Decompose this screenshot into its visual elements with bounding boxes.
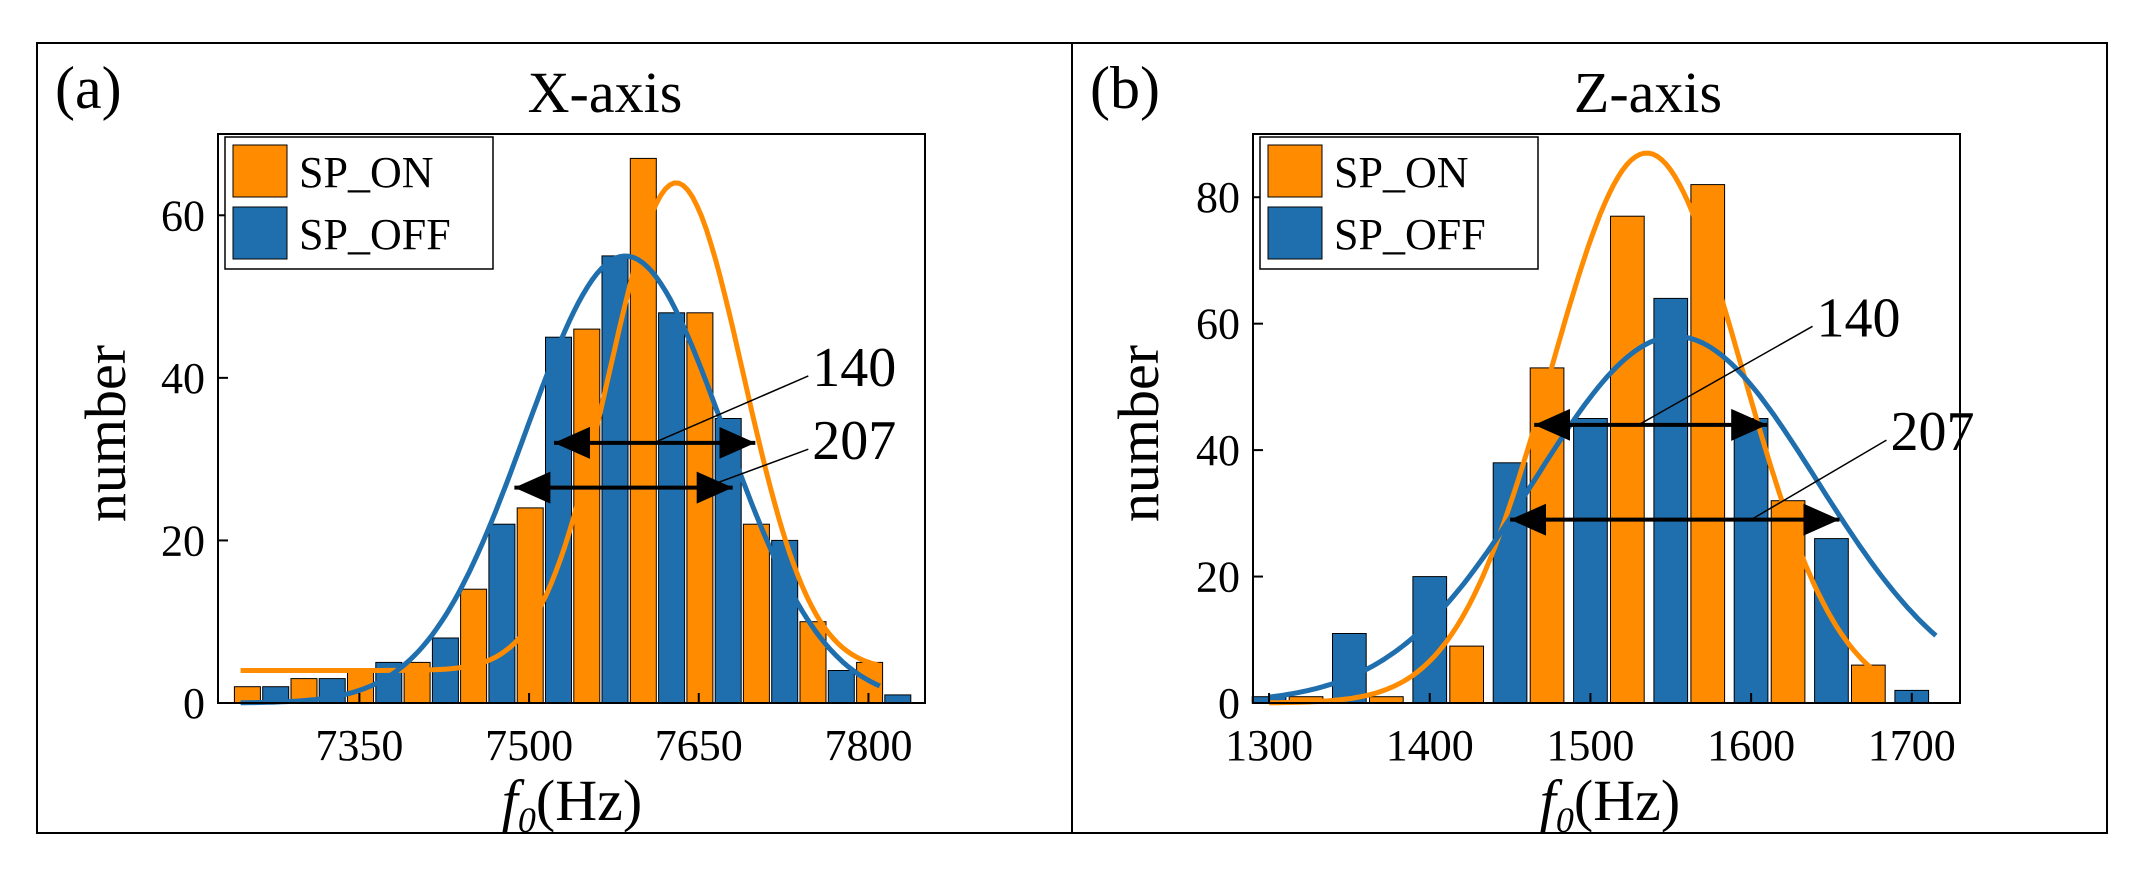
bar-sp-on-7 [1851, 664, 1886, 704]
chart-title: X-axis [528, 60, 683, 125]
annotation-label-140: 140 [1817, 287, 1901, 349]
bar-sp-on-5 [516, 507, 544, 704]
bar-sp-off-4 [1573, 418, 1608, 704]
bar-sp-off-4 [488, 523, 516, 704]
bar-sp-on-6 [573, 328, 601, 704]
bar-sp-off-10 [827, 670, 855, 704]
x-axis-label-unit: (Hz) [536, 768, 642, 833]
y-tick-label: 40 [1196, 426, 1240, 475]
bar-sp-on-9 [742, 523, 770, 704]
y-axis-label: number [73, 345, 138, 522]
bar-sp-off-6 [601, 255, 629, 704]
fit-curve-sp-on [1269, 150, 1882, 706]
x-tick-label: 1400 [1386, 721, 1474, 770]
y-axis-label: number [1106, 345, 1171, 522]
y-tick-label: 0 [183, 679, 205, 728]
x-axis-label-subscript: 0 [518, 800, 536, 840]
fit-curve-sp-on [240, 180, 881, 673]
bar-sp-off-7 [658, 312, 686, 704]
bar-sp-off-5 [1653, 297, 1689, 704]
x-tick-label: 1500 [1546, 721, 1634, 770]
fit-curve-sp-off [1268, 333, 1938, 700]
x-tick-label: 7500 [485, 721, 573, 770]
bar-sp-off-1 [1332, 633, 1367, 704]
bar-sp-on-4 [1610, 215, 1645, 704]
x-axis-label-subscript: 0 [1556, 800, 1574, 840]
legend-swatch-sp-on [232, 144, 288, 198]
bar-sp-on-6 [1770, 500, 1806, 704]
annotation-label-207: 207 [1890, 401, 1974, 463]
bar-sp-off-9 [771, 539, 799, 704]
x-tick-label: 7650 [655, 721, 743, 770]
annotation-label-140: 140 [812, 337, 896, 399]
plot-frame [217, 133, 926, 704]
y-tick-label: 0 [1218, 679, 1240, 728]
y-tick-label: 20 [1196, 553, 1240, 602]
bar-sp-on-8 [686, 312, 714, 704]
legend-label-sp-on: SP_ON [1334, 148, 1469, 197]
leader-line-140 [1638, 325, 1813, 426]
panel-label: (a) [55, 55, 122, 121]
y-tick-label: 20 [161, 516, 205, 565]
legend-label-sp-off: SP_OFF [299, 210, 451, 259]
bar-sp-on-10 [799, 621, 827, 704]
legend-label-sp-off: SP_OFF [1334, 210, 1486, 259]
x-tick-label: 1300 [1225, 721, 1313, 770]
bar-sp-on-2 [1449, 645, 1485, 704]
legend-swatch-sp-off [232, 206, 288, 260]
bar-sp-on-5 [1690, 184, 1726, 704]
legend-label-sp-on: SP_ON [299, 148, 434, 197]
annotation-label-207: 207 [812, 410, 896, 472]
plot-frame [1252, 133, 1961, 704]
fit-curve-sp-off [240, 253, 881, 706]
x-tick-label: 1700 [1868, 721, 1956, 770]
x-tick-label: 1600 [1707, 721, 1795, 770]
legend-swatch-sp-off [1267, 206, 1323, 260]
leader-line-207 [1750, 439, 1887, 521]
y-tick-label: 80 [1196, 173, 1240, 222]
panel-label: (b) [1090, 55, 1160, 121]
bar-sp-off-6 [1733, 418, 1769, 704]
x-tick-label: 7800 [824, 721, 912, 770]
x-axis-label-unit: (Hz) [1574, 768, 1680, 833]
bar-sp-off-11 [884, 694, 912, 704]
chart-title: Z-axis [1574, 60, 1722, 125]
bar-sp-on-4 [460, 588, 488, 704]
bar-sp-off-5 [545, 336, 572, 704]
bar-sp-off-2 [1412, 576, 1448, 704]
y-tick-label: 60 [161, 191, 205, 240]
legend-swatch-sp-on [1267, 144, 1323, 198]
leader-line-207 [704, 448, 809, 489]
y-tick-label: 40 [161, 354, 205, 403]
y-tick-label: 60 [1196, 300, 1240, 349]
leader-line-140 [653, 375, 809, 444]
x-tick-label: 7350 [315, 721, 403, 770]
